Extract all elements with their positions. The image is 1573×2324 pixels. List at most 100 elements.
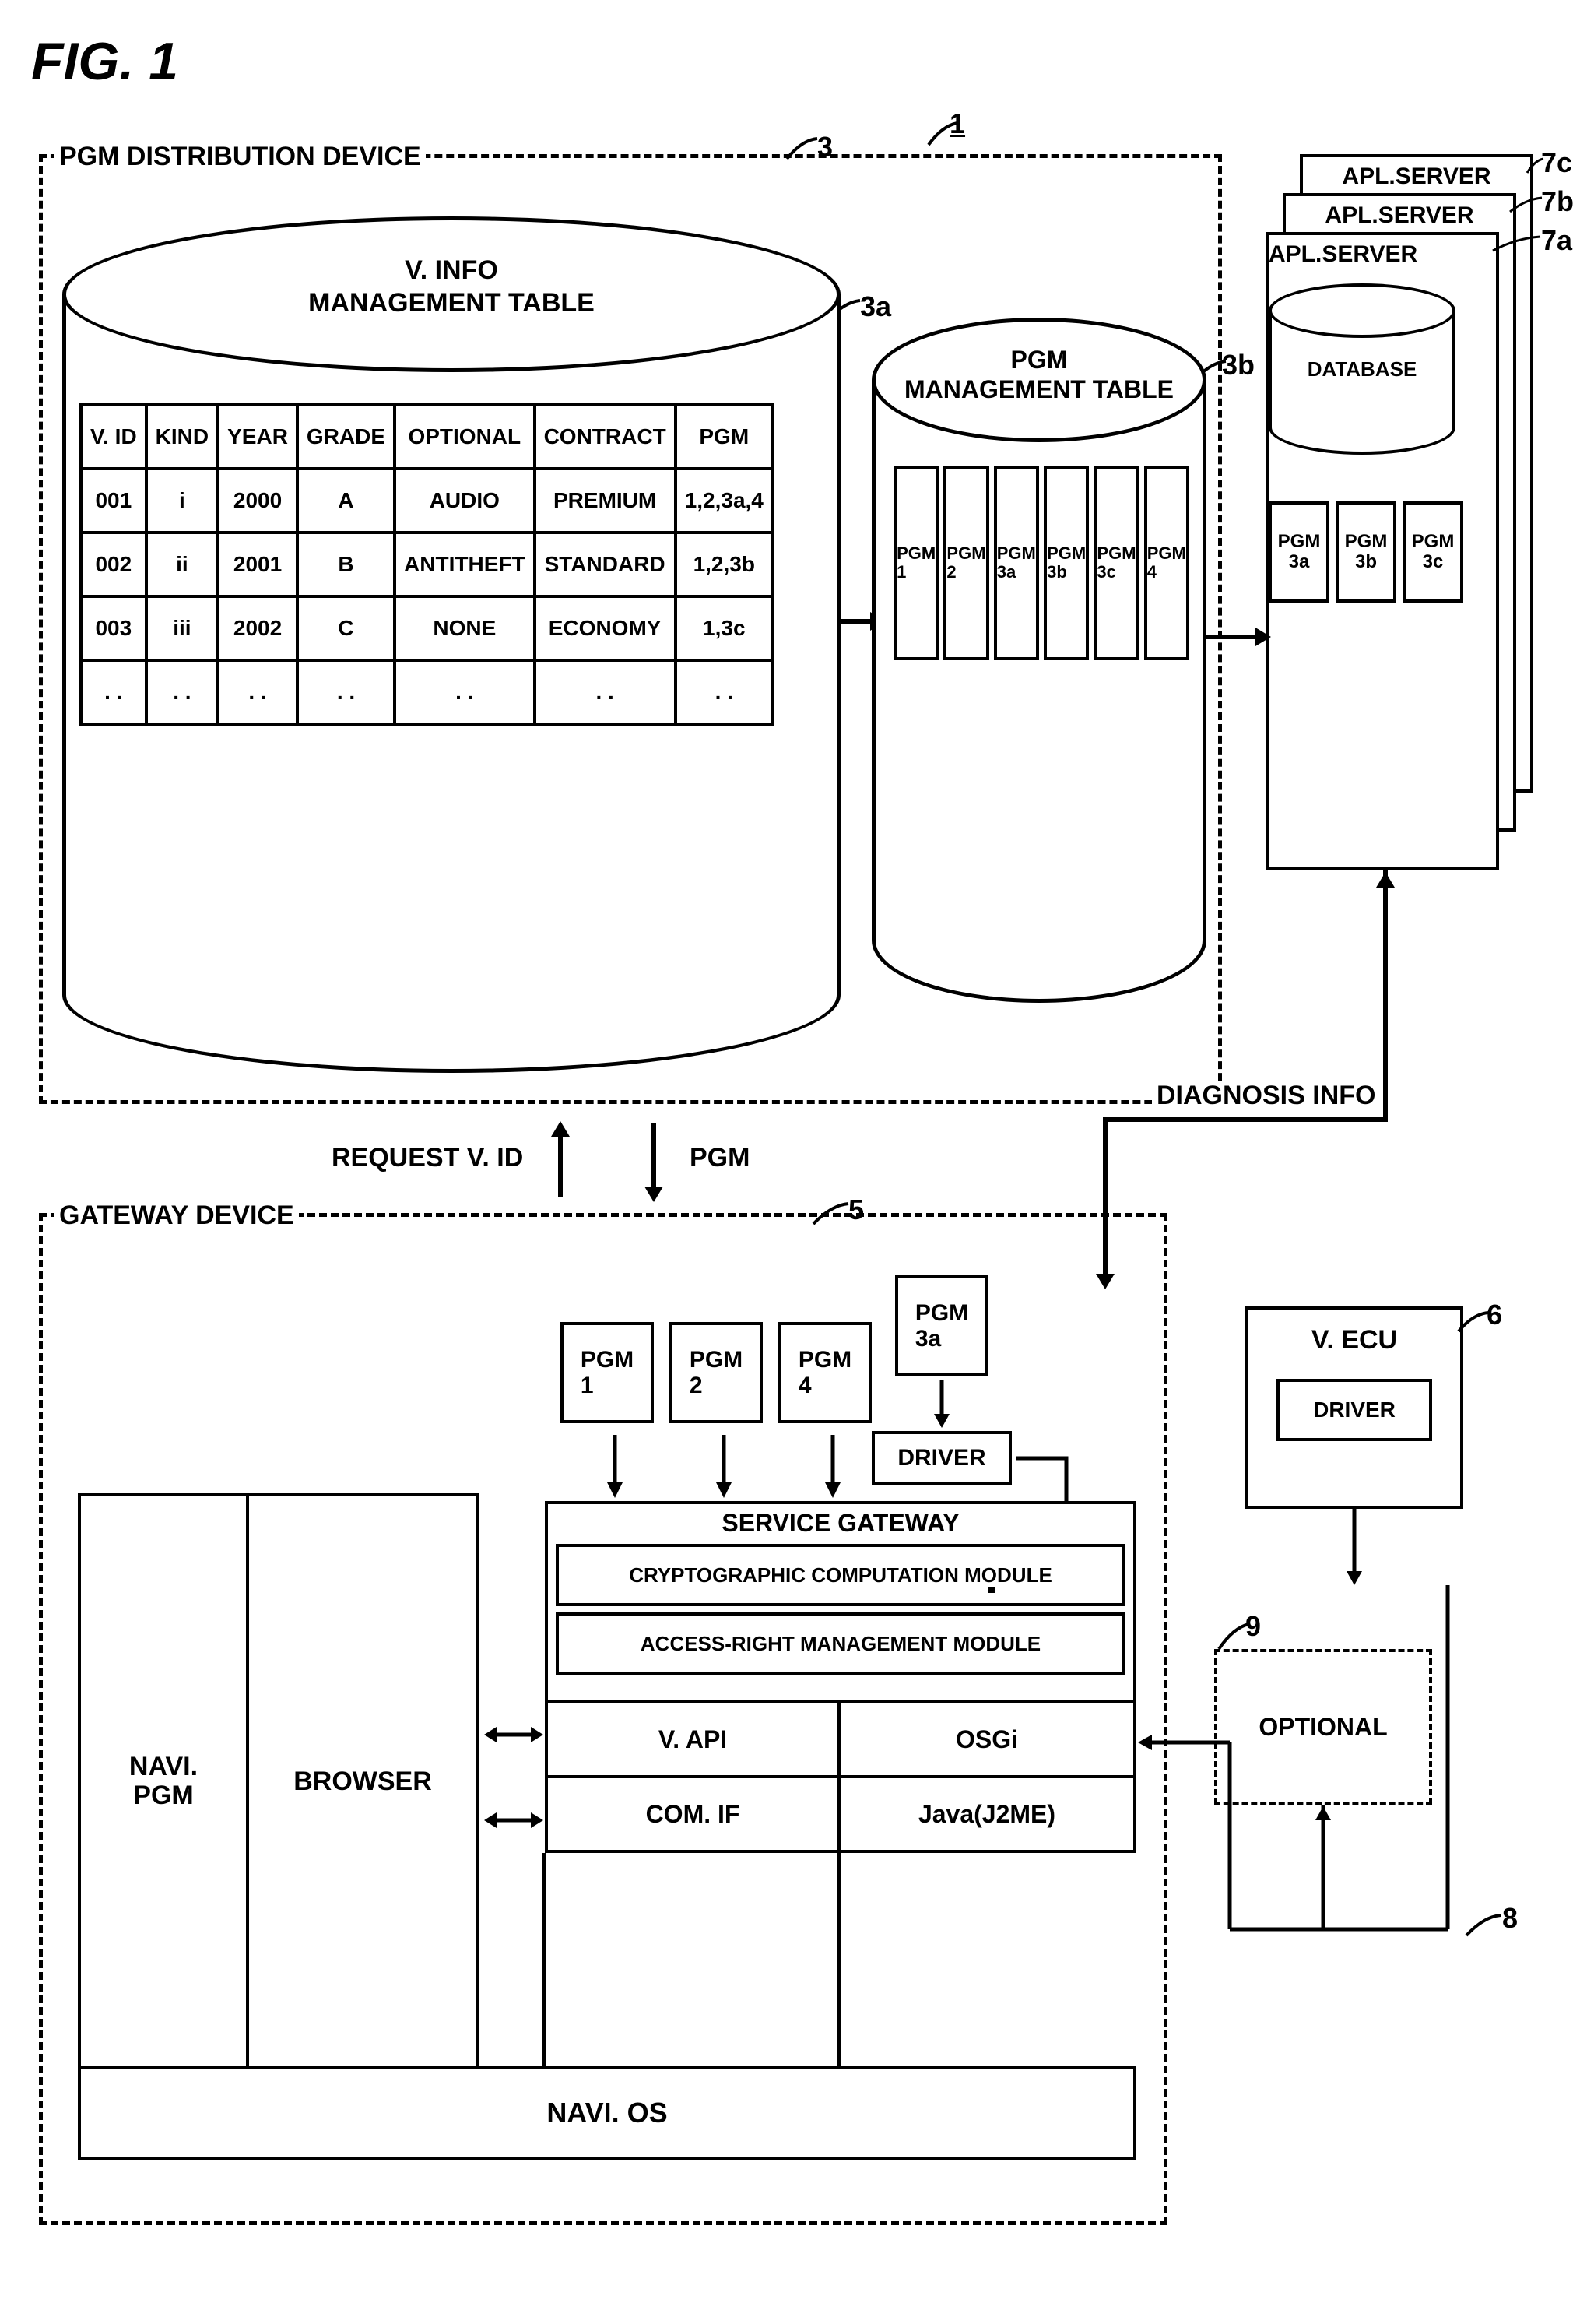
pgm-mgmt-title-l1: PGM [872, 346, 1206, 374]
stack-to-os-line-left [542, 1853, 546, 2066]
vinfo-cell: . . [81, 660, 146, 724]
browser-box: BROWSER [246, 1493, 479, 2069]
pgm-distribution-title: PGM DISTRIBUTION DEVICE [54, 142, 426, 172]
vinfo-cell: . . [218, 660, 297, 724]
vinfo-cell: 003 [81, 596, 146, 660]
vinfo-cell: i [146, 469, 218, 533]
ref-server-a: 7a [1541, 224, 1572, 257]
vinfo-cell: 2001 [218, 533, 297, 596]
vinfo-cell: . . [535, 660, 676, 724]
gateway-pgm-slot: PGM 1 [560, 1322, 654, 1423]
ref-8-leader [1463, 1909, 1505, 1940]
vinfo-header: CONTRACT [535, 405, 676, 469]
vapi-box: V. API [545, 1700, 841, 1778]
vinfo-title-l1: V. INFO [62, 255, 841, 286]
arrow-pgm1-down [599, 1431, 630, 1501]
ref-server-b: 7b [1541, 185, 1573, 218]
vecu-box: V. ECU DRIVER [1245, 1306, 1463, 1509]
vinfo-cell: STANDARD [535, 533, 676, 596]
pgm-mgmt-slots: PGM 1PGM 2PGM 3aPGM 3bPGM 3cPGM 4 [894, 466, 1189, 660]
vinfo-cell: NONE [395, 596, 535, 660]
server-database-cyl: DATABASE [1269, 283, 1455, 455]
gateway-pgm-3a: PGM 3a [895, 1275, 988, 1376]
table-row: . .. .. .. .. .. .. . [81, 660, 773, 724]
navi-os-box: NAVI. OS [78, 2066, 1136, 2160]
diagram-root: 1 PGM DISTRIBUTION DEVICE 3 V. INFO MANA… [31, 107, 1541, 2287]
ref-vecu-leader [1455, 1308, 1491, 1336]
request-vid-label: REQUEST V. ID [327, 1143, 528, 1173]
vinfo-cell: 1,2,3b [676, 533, 773, 596]
vinfo-cell: AUDIO [395, 469, 535, 533]
vinfo-header: PGM [676, 405, 773, 469]
figure-title: FIG. 1 [31, 31, 1542, 92]
vinfo-cell: 2000 [218, 469, 297, 533]
vinfo-cell: C [297, 596, 395, 660]
apl-server-a: APL.SERVER DATABASE PGM 3aPGM 3bPGM 3c [1266, 232, 1499, 870]
pgm-mgmt-slot: PGM 1 [894, 466, 939, 660]
vinfo-cell: A [297, 469, 395, 533]
vinfo-header: GRADE [297, 405, 395, 469]
vinfo-table: V. IDKINDYEARGRADEOPTIONALCONTRACTPGM 00… [79, 403, 774, 726]
vecu-driver: DRIVER [1276, 1379, 1432, 1441]
server-pgm-slot: PGM 3b [1336, 501, 1396, 603]
server-pgm-slot: PGM 3a [1269, 501, 1329, 603]
table-row: 002ii2001BANTITHEFTSTANDARD1,2,3b [81, 533, 773, 596]
vinfo-header: KIND [146, 405, 218, 469]
arrow-mgmt-to-server [1203, 621, 1273, 652]
arrow-pgm3a-to-driver [926, 1376, 957, 1431]
gateway-pgm-slot: PGM 4 [778, 1322, 872, 1423]
pgm-mgmt-slot: PGM 3c [1094, 466, 1139, 660]
leader-7c [1524, 154, 1547, 178]
pgm-mgmt-title-l2: MANAGEMENT TABLE [872, 375, 1206, 404]
navi-pgm-label: NAVI. PGM [129, 1753, 198, 1811]
vinfo-cell: 002 [81, 533, 146, 596]
server-pgm-row: PGM 3aPGM 3bPGM 3c [1269, 501, 1463, 603]
vinfo-cell: 1,3c [676, 596, 773, 660]
vinfo-cell: . . [146, 660, 218, 724]
pgm-mgmt-slot: PGM 2 [943, 466, 988, 660]
pgm-down-label: PGM [685, 1143, 754, 1173]
diagnosis-info-label: DIAGNOSIS INFO [1152, 1081, 1380, 1111]
vinfo-cell: 1,2,3a,4 [676, 469, 773, 533]
apl-server-a-label: APL.SERVER [1269, 241, 1417, 277]
vinfo-cell: 2002 [218, 596, 297, 660]
osgi-box: OSGi [837, 1700, 1136, 1778]
vecu-label: V. ECU [1311, 1325, 1397, 1355]
arrow-ecu-optional-to-gw [1136, 1509, 1494, 1976]
vinfo-title-l2: MANAGEMENT TABLE [62, 288, 841, 318]
leader-7a [1490, 232, 1544, 255]
ref-pgm-dist-leader [782, 132, 821, 163]
vinfo-header: YEAR [218, 405, 297, 469]
vinfo-cell: ANTITHEFT [395, 533, 535, 596]
gateway-driver: DRIVER [872, 1431, 1012, 1485]
table-row: 003iii2002CNONEECONOMY1,3c [81, 596, 773, 660]
arrow-pgm4-down [817, 1431, 848, 1501]
stack-to-os-line [837, 1853, 841, 2066]
arrow-pgm-down [638, 1120, 669, 1205]
vinfo-header: OPTIONAL [395, 405, 535, 469]
ref-gateway-leader [809, 1197, 852, 1229]
pgm-mgmt-slot: PGM 4 [1144, 466, 1189, 660]
vinfo-header: V. ID [81, 405, 146, 469]
gateway-pgm-slot: PGM 2 [669, 1322, 763, 1423]
arrow-request-up [545, 1120, 576, 1205]
vinfo-cell: PREMIUM [535, 469, 676, 533]
vinfo-cell: ECONOMY [535, 596, 676, 660]
crypto-module: CRYPTOGRAPHIC COMPUTATION MODULE [556, 1544, 1125, 1606]
arrow-browser-stack-1 [483, 1719, 545, 1750]
comif-box: COM. IF [545, 1775, 841, 1853]
leader-7b [1507, 193, 1546, 216]
vinfo-cell: . . [395, 660, 535, 724]
service-gateway-box: SERVICE GATEWAY CRYPTOGRAPHIC COMPUTATIO… [545, 1501, 1136, 1703]
arrow-pgm2-down [708, 1431, 739, 1501]
ref-system-leader [922, 117, 961, 148]
pgm-mgmt-slot: PGM 3b [1044, 466, 1089, 660]
pgm-mgmt-cylinder: PGM MANAGEMENT TABLE [872, 318, 1206, 1003]
gateway-pgm-row: PGM 1PGM 2PGM 4 [560, 1322, 872, 1423]
table-row: 001i2000AAUDIOPREMIUM1,2,3a,4 [81, 469, 773, 533]
vinfo-cell: . . [676, 660, 773, 724]
navi-pgm-box: NAVI. PGM [78, 1493, 249, 2069]
vinfo-cell: ii [146, 533, 218, 596]
vinfo-cell: . . [297, 660, 395, 724]
access-module: ACCESS-RIGHT MANAGEMENT MODULE [556, 1612, 1125, 1675]
